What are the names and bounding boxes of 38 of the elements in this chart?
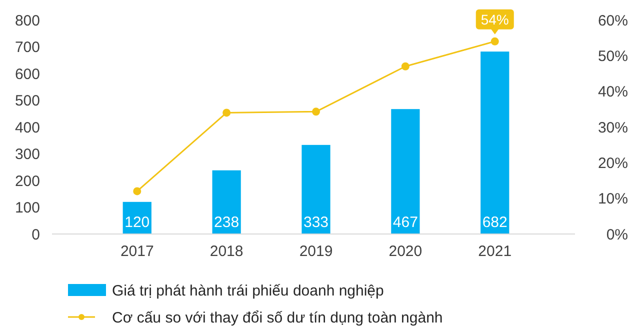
data-label: 467 bbox=[392, 214, 418, 231]
data-label: 682 bbox=[482, 214, 508, 231]
y-tick-label: 200 bbox=[14, 172, 40, 190]
x-tick-label: 2018 bbox=[210, 243, 244, 260]
y2-tick-label: 50% bbox=[598, 48, 628, 65]
y-tick-label: 700 bbox=[14, 39, 40, 56]
point bbox=[133, 187, 142, 196]
x-tick-label: 2021 bbox=[478, 243, 512, 260]
data-label: 54% bbox=[480, 11, 509, 28]
y2-tick-label: 0% bbox=[606, 226, 628, 244]
legend-label: Cơ cấu so với thay đổi số dư tín dụng toàn ngành bbox=[112, 309, 443, 326]
y-tick-label: 600 bbox=[14, 66, 40, 83]
y2-tick-label: 10% bbox=[598, 190, 628, 208]
y-tick-label: 500 bbox=[14, 92, 40, 110]
y-tick-label: 400 bbox=[14, 119, 40, 136]
x-tick-label: 2017 bbox=[120, 243, 154, 260]
y2-tick-label: 40% bbox=[598, 84, 628, 101]
point bbox=[490, 37, 499, 46]
bar bbox=[212, 170, 241, 234]
bar bbox=[391, 109, 420, 234]
bar bbox=[302, 144, 330, 234]
x-tick-label: 2020 bbox=[388, 243, 422, 260]
y-tick-label: 800 bbox=[14, 12, 40, 30]
point bbox=[222, 108, 231, 117]
y2-tick-label: 60% bbox=[598, 12, 628, 30]
data-label: 333 bbox=[303, 214, 329, 231]
data-label: 120 bbox=[124, 214, 150, 231]
data-label: 238 bbox=[214, 214, 240, 231]
x-tick-label: 2019 bbox=[299, 243, 333, 260]
y2-tick-label: 20% bbox=[598, 154, 628, 172]
legend-label: Giá trị phát hành trái phiếu doanh nghiệp bbox=[112, 282, 384, 300]
y2-tick-label: 30% bbox=[598, 119, 628, 136]
point bbox=[401, 62, 410, 70]
bar bbox=[480, 52, 510, 234]
y-tick-label: 0 bbox=[32, 226, 40, 244]
y-tick-label: 300 bbox=[14, 146, 40, 163]
y-tick-label: 100 bbox=[14, 200, 40, 216]
point bbox=[312, 108, 320, 116]
